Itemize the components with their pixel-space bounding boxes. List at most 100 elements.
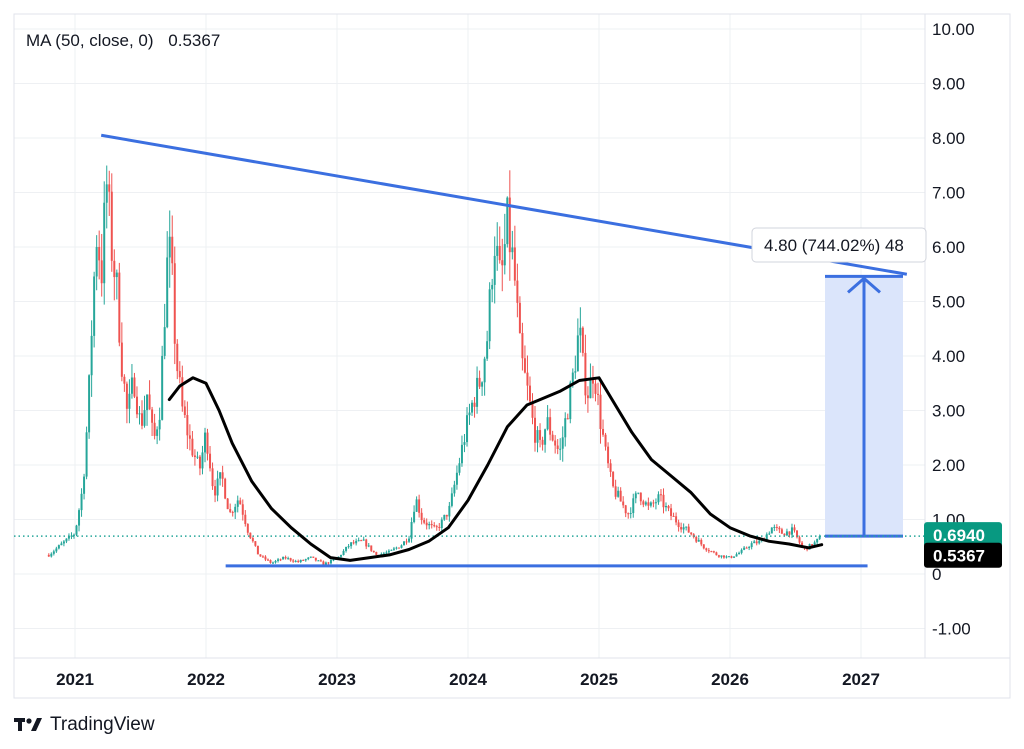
candle-body	[294, 560, 297, 562]
indicator-legend[interactable]: MA (50, close, 0) 0.5367	[26, 31, 220, 50]
candle	[748, 545, 751, 551]
candle	[465, 407, 468, 447]
candle-body	[156, 429, 159, 436]
candle	[501, 238, 504, 292]
candle	[591, 365, 594, 399]
candle	[355, 538, 358, 546]
candle-body	[151, 409, 154, 423]
y-tick-label: 5.00	[932, 293, 965, 312]
candle	[244, 510, 247, 527]
candle	[173, 246, 176, 365]
candle-body	[387, 550, 390, 553]
candle-body	[146, 394, 149, 411]
candle	[400, 544, 403, 549]
candle-body	[186, 415, 189, 436]
candle	[299, 559, 302, 564]
candle	[491, 278, 494, 303]
candle-body	[83, 476, 86, 494]
candle-body	[433, 525, 436, 527]
candle-body	[796, 530, 799, 538]
candle-body	[236, 500, 239, 507]
candle-body	[264, 556, 267, 560]
candle	[201, 445, 204, 475]
candle-body	[345, 546, 348, 551]
candle-body	[778, 527, 781, 530]
candle-body	[536, 430, 539, 443]
candle-body	[415, 499, 418, 512]
candle-body	[544, 429, 547, 445]
candle-body	[322, 561, 325, 565]
candle	[317, 560, 320, 562]
candle	[478, 370, 481, 389]
candle-body	[216, 478, 219, 496]
candle-body	[93, 276, 96, 336]
candle-body	[292, 560, 295, 562]
candle-body	[521, 333, 524, 359]
candle-body	[478, 377, 481, 387]
candle-body	[297, 560, 300, 562]
candle-body	[198, 456, 201, 469]
candle	[375, 551, 378, 556]
candle-body	[644, 502, 647, 505]
candle-body	[788, 531, 791, 535]
candle	[536, 426, 539, 453]
candle-body	[780, 529, 783, 534]
candle	[443, 514, 446, 521]
candle	[420, 508, 423, 525]
candle-body	[55, 548, 58, 552]
candle-body	[468, 412, 471, 416]
candle-body	[735, 554, 738, 557]
candle	[702, 544, 705, 550]
candle	[415, 496, 418, 513]
candle	[256, 545, 259, 555]
measure-tool[interactable]	[825, 274, 903, 538]
legend-indicator-value: 0.5367	[168, 31, 220, 50]
candle	[778, 526, 781, 533]
candle	[413, 505, 416, 524]
candle	[161, 345, 164, 421]
candle-body	[219, 472, 222, 479]
candle-body	[133, 377, 136, 397]
tradingview-brand[interactable]: TradingView	[14, 712, 155, 738]
candle	[549, 408, 552, 441]
candle-body	[733, 556, 736, 558]
candle-body	[395, 547, 398, 549]
candle-body	[221, 472, 224, 479]
y-tick-label: 7.00	[932, 184, 965, 203]
candle	[304, 558, 307, 562]
candle-body	[284, 556, 287, 559]
candle-body	[309, 556, 312, 558]
candle	[725, 555, 728, 559]
candle-body	[508, 197, 511, 253]
candle	[224, 477, 227, 500]
candle-body	[327, 562, 330, 564]
candle	[163, 303, 166, 360]
candle	[345, 546, 348, 553]
candle-body	[556, 445, 559, 449]
candle-body	[491, 284, 494, 290]
candle	[528, 376, 531, 405]
moving-average-line[interactable]	[167, 376, 824, 562]
candle	[654, 498, 657, 510]
candle-body	[730, 556, 733, 558]
candle	[246, 523, 249, 536]
candle-body	[249, 532, 252, 539]
candle	[214, 479, 217, 503]
candle	[103, 181, 106, 305]
candle-body	[513, 247, 516, 281]
candle	[191, 431, 194, 458]
candle	[463, 434, 466, 453]
candle	[168, 210, 171, 288]
candle-body	[687, 526, 690, 533]
candle	[405, 538, 408, 545]
candle-body	[720, 555, 723, 557]
candle-body	[523, 358, 526, 373]
candle	[392, 546, 395, 551]
candle-body	[209, 453, 212, 469]
candle-body	[148, 394, 151, 410]
candle	[690, 532, 693, 536]
candle	[133, 372, 136, 399]
candle-body	[307, 557, 310, 560]
candle	[599, 380, 602, 444]
